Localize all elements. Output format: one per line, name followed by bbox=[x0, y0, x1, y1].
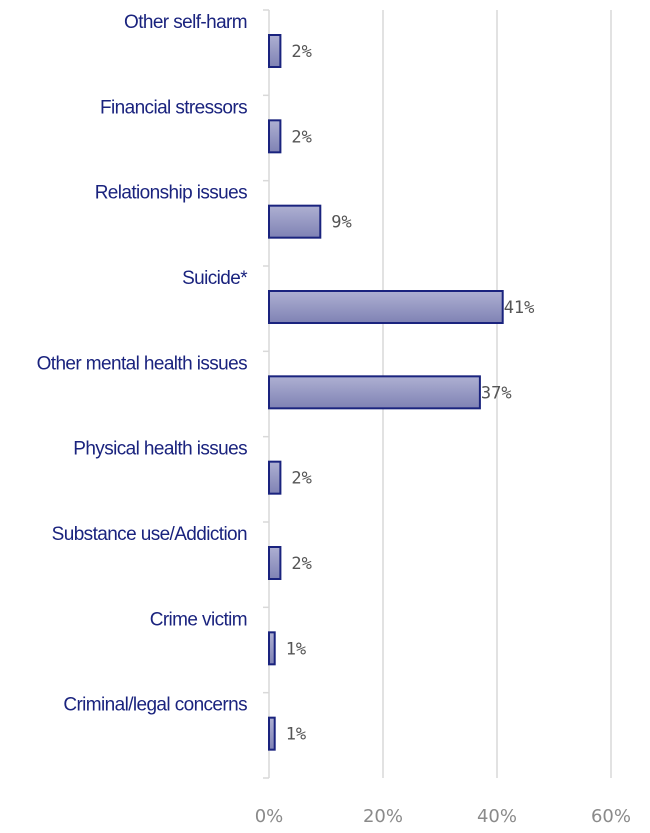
bar bbox=[268, 631, 276, 666]
value-label: 2% bbox=[291, 127, 311, 147]
x-tick-label: 60% bbox=[591, 806, 631, 827]
bar bbox=[268, 290, 504, 324]
labels: 0% 20% 40% 60% Other self-harm 2% Financial st… bbox=[37, 12, 631, 827]
value-label: 1% bbox=[286, 639, 306, 659]
bar bbox=[268, 716, 276, 751]
category-label: Crime victim bbox=[150, 609, 247, 630]
bar bbox=[268, 546, 282, 580]
category-label: Relationship issues bbox=[95, 183, 247, 204]
bar bbox=[268, 119, 282, 154]
x-tick-label: 40% bbox=[477, 806, 517, 827]
category-label: Physical health issues bbox=[73, 439, 247, 460]
category-label: Financial stressors bbox=[100, 97, 247, 118]
bar bbox=[268, 375, 481, 410]
category-label: Suicide* bbox=[182, 268, 248, 289]
bar bbox=[268, 204, 322, 239]
value-label: 9% bbox=[331, 213, 351, 233]
bar bbox=[268, 460, 282, 495]
bar bbox=[268, 34, 282, 68]
value-label: 41% bbox=[504, 298, 535, 318]
category-label: Substance use/Addiction bbox=[52, 524, 247, 545]
value-label: 2% bbox=[291, 469, 311, 489]
x-tick-label: 0% bbox=[255, 806, 284, 827]
x-tick-label: 20% bbox=[363, 806, 403, 827]
category-label: Criminal/legal concerns bbox=[63, 695, 247, 716]
value-label: 37% bbox=[481, 383, 512, 403]
bars bbox=[268, 34, 504, 751]
category-label: Other mental health issues bbox=[37, 353, 248, 374]
value-label: 2% bbox=[291, 42, 311, 62]
value-label: 1% bbox=[286, 725, 306, 745]
category-label: Other self-harm bbox=[124, 12, 247, 33]
value-label: 2% bbox=[291, 554, 311, 574]
